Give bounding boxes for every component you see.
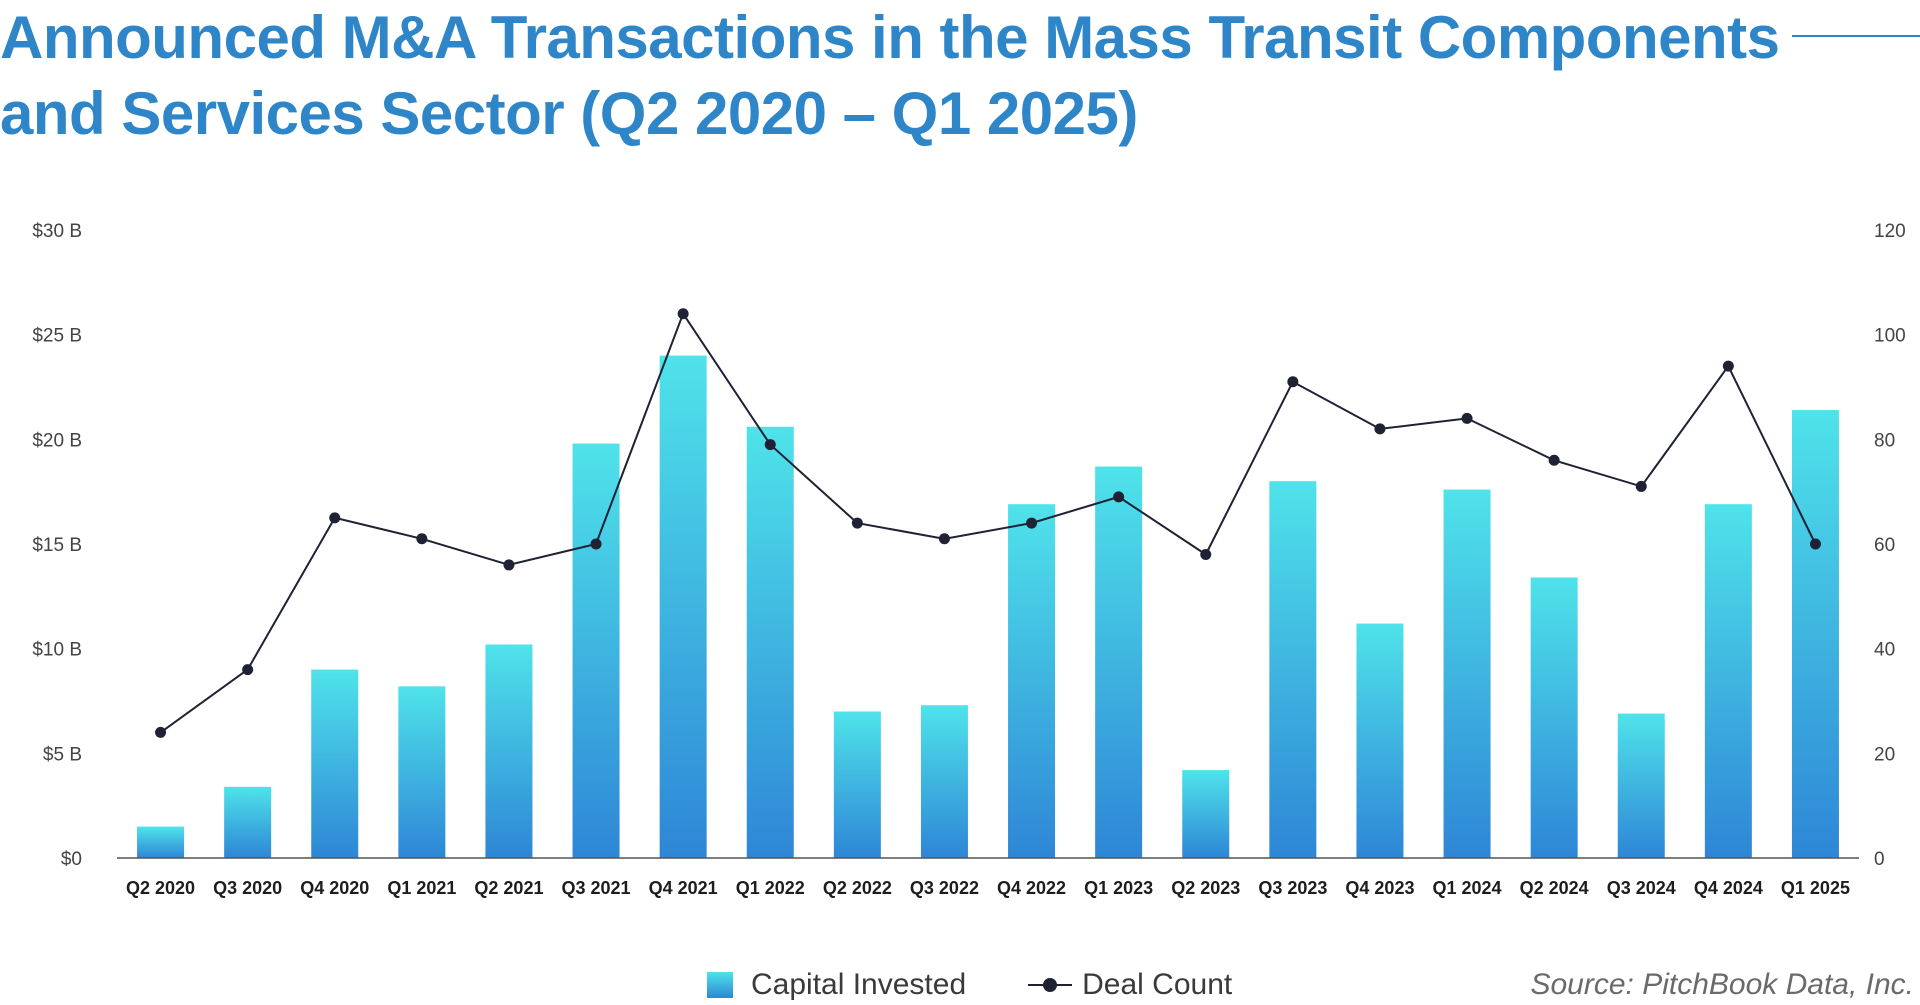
x-axis-labels: Q2 2020 Q3 2020 Q4 2020 Q1 2021 Q2 2021 Q3 20… bbox=[126, 878, 1850, 898]
deal-count-point-q1-2024 bbox=[1461, 412, 1473, 424]
bar-q4-2021 bbox=[659, 355, 707, 858]
x-tick-label-q1-2025: Q1 2025 bbox=[1781, 878, 1850, 898]
bar-q2-2023 bbox=[1182, 770, 1230, 858]
bar-q3-2024 bbox=[1617, 713, 1665, 858]
y-right-tick-label-0: 0 bbox=[1874, 849, 1885, 870]
x-tick-label-q4-2022: Q4 2022 bbox=[997, 878, 1066, 898]
legend: Capital Invested Deal Count bbox=[707, 968, 1294, 1002]
combo-chart: $0 $5 B $10 B $15 B $20 B $25 B $30 B 0 20 40 60 8… bbox=[32, 221, 1906, 898]
source-note: Source: PitchBook Data, Inc. bbox=[1530, 968, 1914, 1001]
bar-q4-2023 bbox=[1356, 623, 1404, 858]
deal-count-point-q3-2021 bbox=[590, 538, 602, 550]
y-right-tick-label-80: 80 bbox=[1874, 430, 1895, 451]
capital-invested-bars bbox=[137, 355, 1839, 858]
deal-count-marker-icon bbox=[1028, 975, 1073, 995]
bar-q4-2022 bbox=[1008, 504, 1056, 858]
y-right-tick-label-40: 40 bbox=[1874, 640, 1895, 661]
bar-q2-2022 bbox=[833, 711, 881, 858]
x-tick-label-q4-2020: Q4 2020 bbox=[300, 878, 369, 898]
y-right-tick-label-60: 60 bbox=[1874, 535, 1895, 556]
y-right-tick-label-100: 100 bbox=[1874, 326, 1906, 347]
deal-count-point-q1-2022 bbox=[764, 439, 776, 451]
x-tick-label-q3-2020: Q3 2020 bbox=[213, 878, 282, 898]
y-axis-right: 0 20 40 60 80 100 120 bbox=[1874, 221, 1906, 870]
deal-count-point-q3-2020 bbox=[242, 664, 254, 676]
bar-q1-2024 bbox=[1443, 489, 1491, 858]
y-right-tick-label-20: 20 bbox=[1874, 744, 1895, 765]
x-tick-label-q1-2023: Q1 2023 bbox=[1084, 878, 1153, 898]
bar-q3-2022 bbox=[920, 705, 968, 858]
x-tick-label-q1-2021: Q1 2021 bbox=[387, 878, 456, 898]
y-right-tick-label-120: 120 bbox=[1874, 221, 1906, 242]
y-left-tick-label-15-b: $15 B bbox=[32, 535, 82, 556]
bar-q3-2023 bbox=[1269, 481, 1317, 858]
deal-count-path bbox=[160, 311, 1817, 734]
x-tick-label-q2-2021: Q2 2021 bbox=[474, 878, 543, 898]
bar-q2-2024 bbox=[1530, 577, 1578, 858]
legend-item-deal-count: Deal Count bbox=[1028, 968, 1232, 1002]
title-rule bbox=[1792, 35, 1920, 37]
deal-count-point-q2-2023 bbox=[1200, 548, 1212, 560]
y-left-tick-label-0: $0 bbox=[61, 849, 82, 870]
y-left-tick-label-5-b: $5 B bbox=[43, 744, 82, 765]
x-tick-label-q3-2021: Q3 2021 bbox=[562, 878, 631, 898]
x-tick-label-q2-2020: Q2 2020 bbox=[126, 878, 195, 898]
deal-count-line bbox=[155, 308, 1821, 738]
deal-count-point-q2-2020 bbox=[155, 726, 167, 738]
bar-q4-2020 bbox=[311, 669, 359, 858]
legend-label-deal-count: Deal Count bbox=[1082, 968, 1233, 1001]
bar-q4-2024 bbox=[1704, 504, 1752, 858]
deal-count-point-q4-2024 bbox=[1722, 360, 1734, 372]
y-left-tick-label-10-b: $10 B bbox=[32, 640, 82, 661]
bar-q3-2021 bbox=[572, 443, 620, 858]
x-tick-label-q3-2024: Q3 2024 bbox=[1607, 878, 1676, 898]
deal-count-point-q1-2021 bbox=[416, 533, 428, 545]
chart-title: Announced M&A Transactions in the Mass T… bbox=[0, 0, 1780, 152]
deal-count-point-q3-2024 bbox=[1635, 480, 1647, 492]
x-tick-label-q2-2022: Q2 2022 bbox=[823, 878, 892, 898]
deal-count-point-q4-2020 bbox=[329, 512, 341, 524]
legend-item-capital-invested: Capital Invested bbox=[707, 968, 966, 1002]
capital-invested-swatch bbox=[707, 972, 733, 998]
deal-count-point-q3-2022 bbox=[938, 533, 950, 545]
x-tick-label-q1-2022: Q1 2022 bbox=[736, 878, 805, 898]
x-tick-label-q3-2023: Q3 2023 bbox=[1258, 878, 1327, 898]
chart-title-line-1: Announced M&A Transactions in the Mass T… bbox=[0, 4, 1780, 71]
x-tick-label-q3-2022: Q3 2022 bbox=[910, 878, 979, 898]
deal-count-point-q2-2024 bbox=[1548, 454, 1560, 466]
y-left-tick-label-20-b: $20 B bbox=[32, 430, 82, 451]
bar-q2-2021 bbox=[485, 644, 533, 858]
y-axis-left: $0 $5 B $10 B $15 B $20 B $25 B $30 B bbox=[32, 221, 82, 870]
deal-count-point-q1-2025 bbox=[1809, 538, 1821, 550]
deal-count-point-q4-2023 bbox=[1374, 423, 1386, 435]
x-tick-label-q1-2024: Q1 2024 bbox=[1433, 878, 1502, 898]
deal-count-point-q2-2022 bbox=[851, 517, 863, 529]
bar-q1-2021 bbox=[398, 686, 446, 858]
bar-q1-2025 bbox=[1791, 410, 1839, 858]
legend-label-capital-invested: Capital Invested bbox=[751, 968, 967, 1001]
x-tick-label-q4-2021: Q4 2021 bbox=[649, 878, 718, 898]
bar-q1-2022 bbox=[746, 426, 794, 858]
y-left-tick-label-30-b: $30 B bbox=[32, 221, 82, 242]
x-tick-label-q4-2024: Q4 2024 bbox=[1694, 878, 1763, 898]
deal-count-point-q2-2021 bbox=[503, 559, 515, 571]
deal-count-point-q4-2021 bbox=[677, 308, 689, 320]
x-tick-label-q2-2023: Q2 2023 bbox=[1171, 878, 1240, 898]
deal-count-point-q3-2023 bbox=[1287, 376, 1299, 388]
x-tick-label-q2-2024: Q2 2024 bbox=[1520, 878, 1589, 898]
deal-count-point-q4-2022 bbox=[1026, 517, 1038, 529]
chart-title-line-2: and Services Sector (Q2 2020 – Q1 2025) bbox=[0, 80, 1138, 147]
bar-q3-2020 bbox=[224, 786, 272, 858]
deal-count-point-q1-2023 bbox=[1113, 491, 1125, 503]
x-tick-label-q4-2023: Q4 2023 bbox=[1345, 878, 1414, 898]
bar-q1-2023 bbox=[1095, 466, 1143, 858]
y-left-tick-label-25-b: $25 B bbox=[32, 326, 82, 347]
bar-q2-2020 bbox=[137, 826, 185, 858]
